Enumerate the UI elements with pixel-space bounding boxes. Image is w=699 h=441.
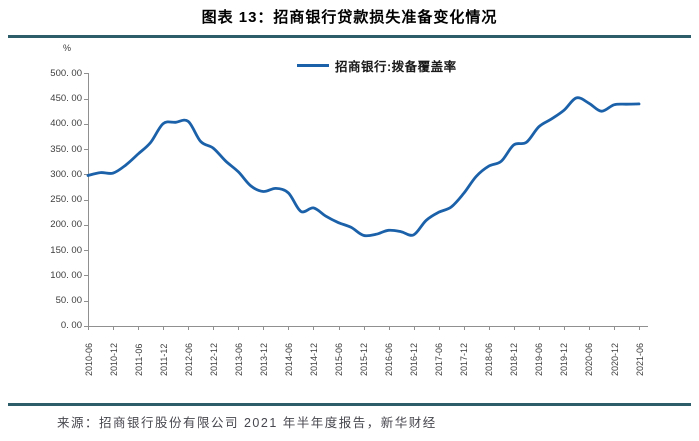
x-axis-tick	[388, 326, 390, 330]
series-line	[86, 96, 641, 238]
y-tick-label: 400. 00	[50, 118, 82, 130]
x-axis-tick	[538, 326, 540, 330]
x-axis-tick	[313, 326, 315, 330]
x-axis-tick	[614, 326, 615, 330]
x-axis-tick	[213, 326, 215, 330]
y-axis-tick	[84, 325, 88, 327]
x-axis-tick	[288, 326, 290, 330]
x-axis-tick	[463, 326, 465, 330]
x-axis-line	[88, 326, 648, 327]
y-axis-tick	[84, 275, 88, 277]
legend: 招商银行:拨备覆盖率	[297, 56, 457, 75]
source-text: 来源：招商银行股份有限公司 2021 年半年度报告，新华财经	[57, 416, 437, 430]
y-axis-tick	[84, 149, 88, 151]
y-tick-label: 0. 00	[60, 320, 82, 332]
y-axis-tick	[84, 98, 88, 100]
x-axis-tick	[238, 326, 240, 330]
y-tick-label: 200. 00	[50, 219, 82, 231]
bottom-divider	[8, 403, 691, 406]
y-axis-line	[88, 73, 89, 326]
y-tick-label: 150. 00	[50, 244, 82, 256]
x-axis-tick	[513, 326, 515, 330]
y-tick-label: 500. 00	[50, 67, 82, 79]
x-axis-tick	[188, 326, 190, 330]
x-axis-tick	[363, 326, 365, 330]
x-axis-tick	[88, 326, 89, 330]
x-axis-tick	[438, 326, 440, 330]
x-axis-tick	[639, 326, 640, 330]
y-axis-tick	[84, 199, 88, 201]
y-tick-label: 450. 00	[50, 93, 82, 105]
x-axis-tick	[338, 326, 340, 330]
y-axis-tick	[84, 73, 88, 75]
page-title: 图表 13：招商银行贷款损失准备变化情况	[201, 9, 498, 26]
y-axis-tick	[84, 250, 88, 252]
y-tick-label: 100. 00	[50, 269, 82, 281]
x-axis-tick	[588, 326, 590, 330]
y-axis-unit-label: %	[62, 43, 71, 53]
x-axis-tick	[163, 326, 165, 330]
y-tick-label: 300. 00	[50, 168, 82, 180]
x-axis-tick	[263, 326, 265, 330]
x-axis-tick	[138, 326, 140, 330]
y-tick-label: 250. 00	[50, 194, 82, 206]
y-axis-tick	[84, 123, 88, 125]
x-axis-tick	[488, 326, 490, 330]
x-axis-tick	[113, 326, 114, 330]
y-axis-tick	[84, 300, 88, 302]
y-tick-label: 50. 00	[55, 295, 82, 307]
top-divider	[8, 35, 691, 38]
y-tick-label: 350. 00	[50, 143, 82, 155]
y-axis-tick	[84, 174, 88, 176]
y-axis-tick	[84, 224, 88, 226]
x-axis-tick	[413, 326, 415, 330]
legend-line-swatch	[297, 64, 329, 67]
legend-label: 招商银行:拨备覆盖率	[335, 60, 457, 74]
x-axis-tick	[563, 326, 565, 330]
